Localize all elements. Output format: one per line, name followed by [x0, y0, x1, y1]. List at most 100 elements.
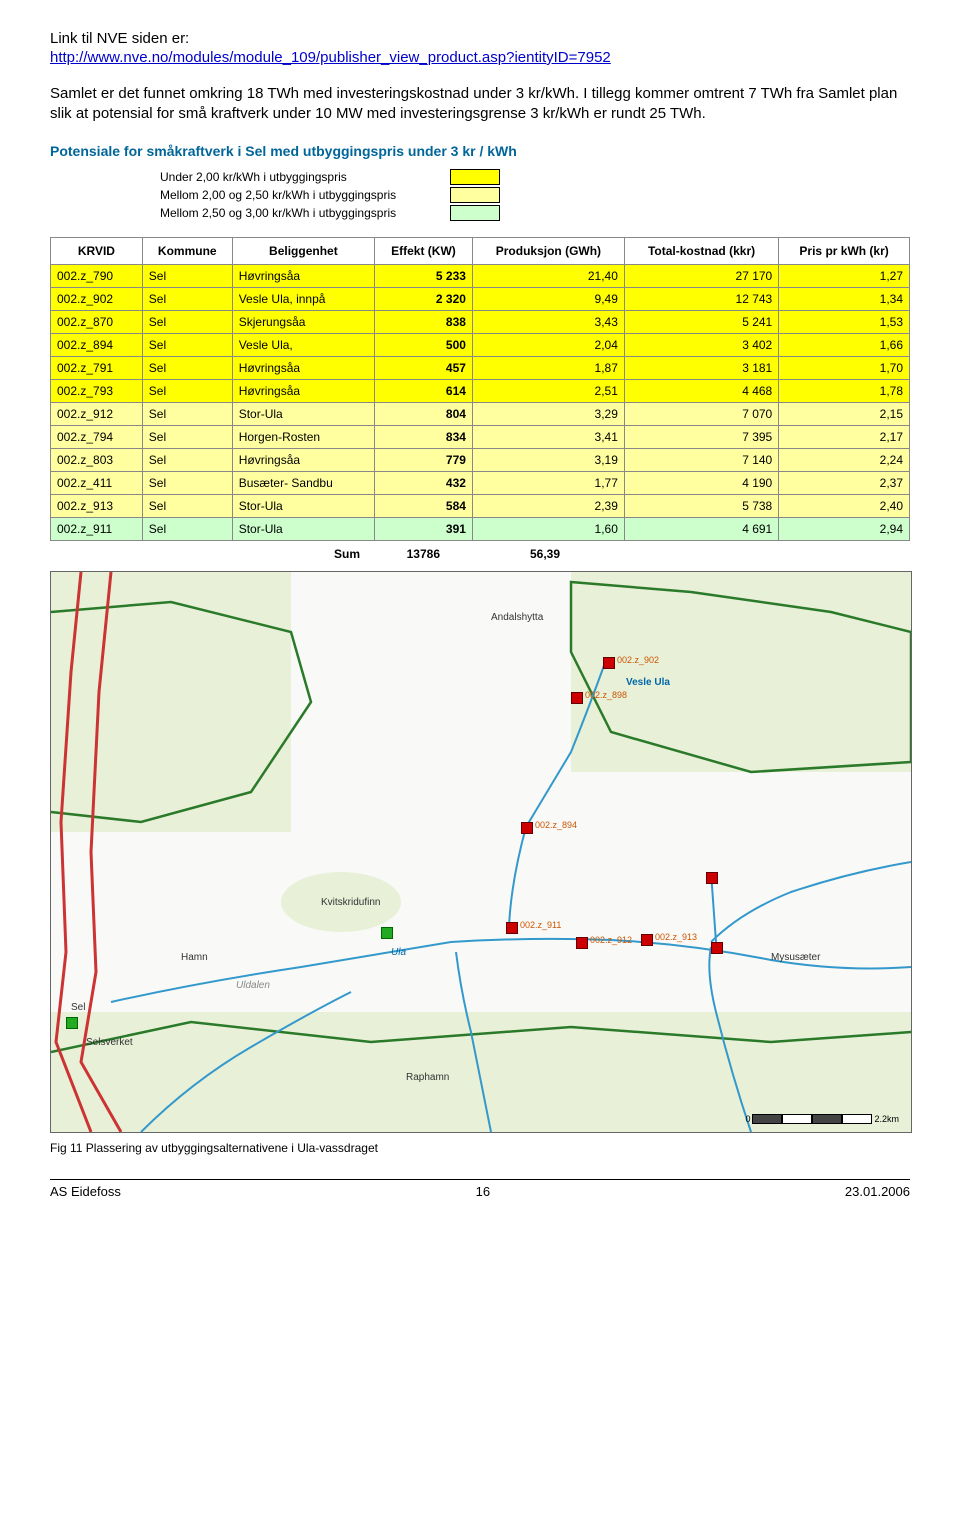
table-cell: Sel	[142, 333, 232, 356]
table-cell: Stor-Ula	[232, 494, 374, 517]
table-cell: Sel	[142, 264, 232, 287]
table-cell: 5 241	[624, 310, 778, 333]
column-header: Produksjon (GWh)	[472, 237, 624, 264]
figure-caption: Fig 11 Plassering av utbyggingsalternati…	[50, 1141, 910, 1155]
table-cell: Sel	[142, 402, 232, 425]
table-cell: 002.z_794	[51, 425, 143, 448]
table-cell: 779	[375, 448, 473, 471]
map: 0 2.2km Andalshytta Vesle Ula Kvitskridufi…	[50, 571, 912, 1133]
scale-bar: 0 2.2km	[745, 1114, 899, 1124]
table-cell: 1,53	[779, 310, 910, 333]
map-place-label: Mysusæter	[771, 952, 820, 963]
table-cell: Stor-Ula	[232, 517, 374, 540]
column-header: Kommune	[142, 237, 232, 264]
table-cell: Sel	[142, 310, 232, 333]
table-cell: 002.z_912	[51, 402, 143, 425]
map-place-label: Kvitskridufinn	[321, 897, 380, 908]
table-cell: 3 402	[624, 333, 778, 356]
map-place-label: Andalshytta	[491, 612, 543, 623]
table-cell: 002.z_411	[51, 471, 143, 494]
legend-label: Mellom 2,50 og 3,00 kr/kWh i utbyggingsp…	[160, 206, 450, 220]
table-cell: Skjerungsåa	[232, 310, 374, 333]
table-cell: 3,19	[472, 448, 624, 471]
table-row: 002.z_912SelStor-Ula8043,297 0702,15	[51, 402, 910, 425]
table-cell: Vesle Ula, innpå	[232, 287, 374, 310]
table-cell: Sel	[142, 471, 232, 494]
table-title: Potensiale for småkraftverk i Sel med ut…	[50, 143, 910, 159]
table-cell: Sel	[142, 494, 232, 517]
table-cell: 27 170	[624, 264, 778, 287]
link-intro-text: Link til NVE siden er:	[50, 30, 910, 47]
table-cell: Sel	[142, 379, 232, 402]
table-cell: 5 738	[624, 494, 778, 517]
map-point-label: 002.z_894	[535, 820, 577, 830]
table-cell: 002.z_803	[51, 448, 143, 471]
table-cell: Høvringsåa	[232, 379, 374, 402]
map-point-red	[571, 692, 583, 704]
column-header: Effekt (KW)	[375, 237, 473, 264]
footer-left: AS Eidefoss	[50, 1184, 121, 1199]
table-cell: Sel	[142, 287, 232, 310]
table-cell: 432	[375, 471, 473, 494]
table-cell: 002.z_913	[51, 494, 143, 517]
table-row: 002.z_894SelVesle Ula,5002,043 4021,66	[51, 333, 910, 356]
map-point-red	[706, 872, 718, 884]
table-cell: 1,70	[779, 356, 910, 379]
table-cell: 7 140	[624, 448, 778, 471]
table-cell: 002.z_793	[51, 379, 143, 402]
legend-row: Under 2,00 kr/kWh i utbyggingspris	[160, 169, 910, 185]
map-place-label: Raphamn	[406, 1072, 449, 1083]
map-point-green	[66, 1017, 78, 1029]
map-place-label: Hamn	[181, 952, 208, 963]
table-cell: 7 070	[624, 402, 778, 425]
legend-row: Mellom 2,50 og 3,00 kr/kWh i utbyggingsp…	[160, 205, 910, 221]
table-cell: 2,94	[779, 517, 910, 540]
table-cell: 7 395	[624, 425, 778, 448]
map-point-red	[711, 942, 723, 954]
intro-paragraph: Samlet er det funnet omkring 18 TWh med …	[50, 84, 910, 125]
table-cell: 838	[375, 310, 473, 333]
table-cell: 002.z_911	[51, 517, 143, 540]
map-point-red	[521, 822, 533, 834]
legend-label: Mellom 2,00 og 2,50 kr/kWh i utbyggingsp…	[160, 188, 450, 202]
table-cell: Høvringsåa	[232, 448, 374, 471]
map-point-label: 002.z_898	[585, 690, 627, 700]
map-point-label: 002.z_902	[617, 655, 659, 665]
table-cell: 1,78	[779, 379, 910, 402]
map-place-label: Ula	[391, 947, 406, 958]
table-cell: 12 743	[624, 287, 778, 310]
table-cell: 3 181	[624, 356, 778, 379]
sum-prod: 56,39	[440, 547, 560, 561]
table-cell: 5 233	[375, 264, 473, 287]
map-place-label: Uldalen	[236, 980, 270, 991]
table-cell: Sel	[142, 448, 232, 471]
map-place-label: Selsverket	[86, 1037, 133, 1048]
table-cell: 002.z_790	[51, 264, 143, 287]
map-point-red	[576, 937, 588, 949]
column-header: Beliggenhet	[232, 237, 374, 264]
table-cell: 1,77	[472, 471, 624, 494]
table-cell: 500	[375, 333, 473, 356]
table-cell: 2,24	[779, 448, 910, 471]
table-row: 002.z_411SelBusæter- Sandbu4321,774 1902…	[51, 471, 910, 494]
table-cell: 1,34	[779, 287, 910, 310]
legend-row: Mellom 2,00 og 2,50 kr/kWh i utbyggingsp…	[160, 187, 910, 203]
table-cell: Høvringsåa	[232, 264, 374, 287]
table-cell: Sel	[142, 517, 232, 540]
table-cell: 3,41	[472, 425, 624, 448]
legend: Under 2,00 kr/kWh i utbyggingspris Mellom…	[160, 169, 910, 221]
table-cell: 2,39	[472, 494, 624, 517]
table-cell: 457	[375, 356, 473, 379]
table-cell: Sel	[142, 356, 232, 379]
map-point-label: 002.z_912	[590, 935, 632, 945]
nve-link[interactable]: http://www.nve.no/modules/module_109/pub…	[50, 49, 611, 66]
table-cell: Stor-Ula	[232, 402, 374, 425]
column-header: Pris pr kWh (kr)	[779, 237, 910, 264]
table-cell: 002.z_902	[51, 287, 143, 310]
legend-swatch	[450, 187, 500, 203]
table-cell: Horgen-Rosten	[232, 425, 374, 448]
page-footer: AS Eidefoss 16 23.01.2006	[50, 1179, 910, 1199]
map-place-label: Vesle Ula	[626, 677, 670, 688]
table-row: 002.z_791SelHøvringsåa4571,873 1811,70	[51, 356, 910, 379]
table-cell: 21,40	[472, 264, 624, 287]
